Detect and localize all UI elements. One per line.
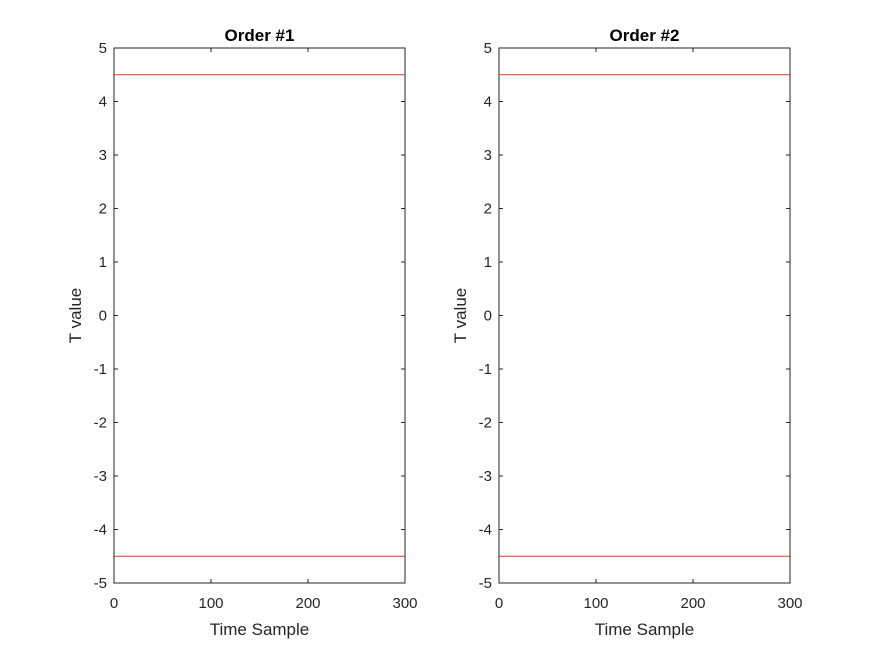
y-tick-label: -4 xyxy=(94,522,107,539)
chart-title: Order #2 xyxy=(610,26,680,45)
subplot-order-2: Order #2 Time Sample T value -5 -4 -3 -2 -1 0… xyxy=(451,26,803,639)
y-tick-label: -1 xyxy=(479,361,492,378)
x-axis-label: Time Sample xyxy=(210,620,310,639)
y-tick-label: 5 xyxy=(484,40,492,57)
series-group xyxy=(114,74,405,557)
y-tick-label: 2 xyxy=(99,201,107,218)
y-tick-label: 2 xyxy=(484,201,492,218)
x-axis-label: Time Sample xyxy=(595,620,695,639)
y-axis-label: T value xyxy=(451,288,470,343)
axis-ticks: -5 -4 -3 -2 -1 0 1 2 3 4 5 0 100 200 300 xyxy=(94,40,418,612)
y-tick-label: 1 xyxy=(484,254,492,271)
y-tick-label: 3 xyxy=(484,147,492,164)
y-tick-label: -4 xyxy=(479,522,492,539)
series-group xyxy=(499,74,790,557)
y-tick-label: 4 xyxy=(99,94,107,111)
y-tick-label: 5 xyxy=(99,40,107,57)
y-tick-label: -2 xyxy=(94,415,107,432)
axis-ticks: -5 -4 -3 -2 -1 0 1 2 3 4 5 0 100 200 300 xyxy=(479,40,803,612)
x-tick-label: 0 xyxy=(495,595,503,612)
y-tick-label: -3 xyxy=(479,468,492,485)
y-tick-label: 3 xyxy=(99,147,107,164)
subplot-order-1: Order #1 Time Sample T value -5 -4 -3 -2 -1 0… xyxy=(66,26,418,639)
y-tick-label: 0 xyxy=(99,308,107,325)
plot-area xyxy=(113,47,406,584)
x-tick-label: 200 xyxy=(680,595,705,612)
y-tick-label: -5 xyxy=(479,575,492,592)
y-tick-label: 4 xyxy=(484,94,492,111)
x-tick-label: 100 xyxy=(198,595,223,612)
chart-title: Order #1 xyxy=(225,26,295,45)
y-tick-label: 1 xyxy=(99,254,107,271)
plot-area xyxy=(498,47,791,584)
y-tick-label: -1 xyxy=(94,361,107,378)
y-tick-label: 0 xyxy=(484,308,492,325)
x-tick-label: 100 xyxy=(583,595,608,612)
y-axis-label: T value xyxy=(66,288,85,343)
y-tick-label: -5 xyxy=(94,575,107,592)
x-tick-label: 200 xyxy=(295,595,320,612)
y-tick-label: -3 xyxy=(94,468,107,485)
x-tick-label: 0 xyxy=(110,595,118,612)
x-tick-label: 300 xyxy=(392,595,417,612)
y-tick-label: -2 xyxy=(479,415,492,432)
x-tick-label: 300 xyxy=(777,595,802,612)
